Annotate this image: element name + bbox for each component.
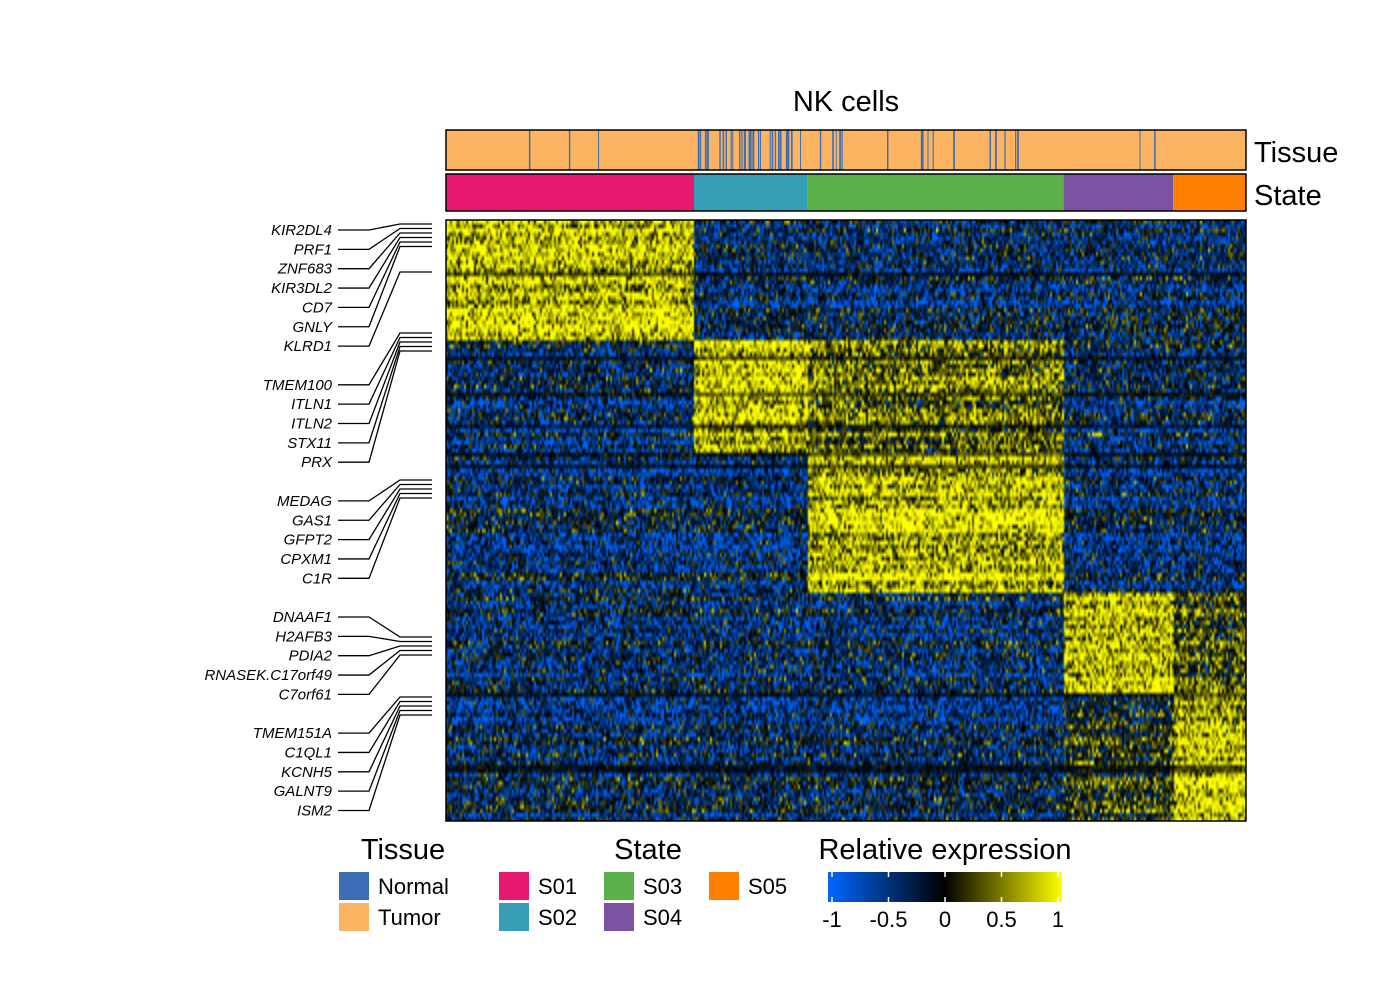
tissue-legend-title: Tissue: [361, 834, 445, 866]
legend-label-tumor: Tumor: [378, 905, 441, 930]
state-segment-s02: [694, 174, 808, 211]
legend-swatch-s03: [604, 872, 634, 900]
gene-label: CD7: [302, 299, 333, 316]
gene-connector-line: [338, 649, 432, 676]
gene-label: ZNF683: [277, 261, 333, 278]
state-segment-s04: [1063, 174, 1174, 211]
state-legend: State S01 S02 S03 S04 S05: [499, 834, 787, 931]
tissue-track-border: [445, 129, 1247, 171]
gene-connector-line: [338, 483, 432, 521]
colorbar-tick-label: -0.5: [870, 907, 908, 932]
gene-label: C1QL1: [284, 744, 332, 761]
gene-connector-line: [338, 241, 432, 309]
legend-label-s04: S04: [643, 905, 682, 930]
gene-connector-line: [338, 341, 432, 425]
colorbar-tick-label: 0.5: [986, 907, 1017, 932]
gene-connector-line: [338, 654, 432, 696]
heatmap-body: [446, 220, 1246, 821]
gene-label: KIR3DL2: [271, 280, 333, 297]
gene-label: GALNT9: [274, 783, 333, 800]
legend-label-s01: S01: [538, 874, 577, 899]
state-track-border: [445, 173, 1247, 212]
gene-connector-line: [338, 700, 432, 754]
gene-label: ISM2: [297, 803, 333, 820]
gene-connector-line: [338, 336, 432, 405]
gene-label-column: KIR2DL4 PRF1 ZNF683 KIR3DL2 CD7 GNLY KLRD1 TMEM…: [204, 222, 432, 820]
gene-label: KIR2DL4: [271, 222, 332, 239]
gene-connector-line: [338, 271, 432, 347]
gene-connector-line: [338, 332, 432, 386]
colorbar-tick-label: 1: [1052, 907, 1064, 932]
gene-label: CPXM1: [280, 551, 332, 568]
gene-connector-line: [338, 492, 432, 560]
state-segment-s03: [807, 174, 1064, 211]
gene-connector-line: [338, 709, 432, 792]
tissue-track-background: [446, 130, 1246, 170]
gene-label: ITLN1: [291, 396, 332, 413]
gene-connector-line: [338, 497, 432, 579]
gene-connector-line: [338, 488, 432, 541]
gene-label: GAS1: [292, 512, 332, 529]
legend-swatch-s05: [709, 872, 739, 900]
colorbar-tick-label: 0: [939, 907, 951, 932]
tissue-annotation-track: [445, 129, 1247, 171]
gene-label: DNAAF1: [273, 609, 332, 626]
colorbar-ticks: -1 -0.5 0 0.5 1: [822, 872, 1064, 932]
legend-swatch-tumor: [339, 903, 369, 931]
gene-connector-line: [338, 479, 432, 502]
gene-label: C1R: [302, 570, 332, 587]
legend-label-s05: S05: [748, 874, 787, 899]
gene-label: TMEM151A: [253, 725, 332, 742]
gene-label: GNLY: [293, 319, 333, 336]
state-legend-title: State: [614, 834, 682, 866]
gene-connector-line: [338, 645, 432, 657]
state-track-label: State: [1254, 180, 1322, 212]
gene-label: RNASEK.C17orf49: [204, 667, 332, 684]
gene-connector-line: [338, 245, 432, 328]
gene-label: TMEM100: [263, 377, 333, 394]
chart-title: NK cells: [793, 86, 899, 118]
colorbar-tick-label: -1: [822, 907, 842, 932]
gene-label: H2AFB3: [275, 628, 332, 645]
gene-label: PRX: [301, 454, 333, 471]
legend-swatch-normal: [339, 872, 369, 900]
gene-label: ITLN2: [291, 416, 333, 433]
gene-connector-line: [338, 714, 432, 812]
expression-legend-title: Relative expression: [818, 834, 1071, 866]
gene-connector-line: [338, 236, 432, 289]
legend-label-s02: S02: [538, 905, 577, 930]
gene-connector-line: [338, 227, 432, 251]
legend-swatch-s04: [604, 903, 634, 931]
legend-swatch-s02: [499, 903, 529, 931]
gene-label: KCNH5: [281, 764, 333, 781]
gene-connector-line: [338, 616, 432, 638]
gene-label: PRF1: [294, 241, 332, 258]
gene-label: MEDAG: [277, 493, 332, 510]
legend-label-s03: S03: [643, 874, 682, 899]
heatmap-border: [445, 219, 1247, 822]
gene-connector-line: [338, 345, 432, 444]
gene-connector-line: [338, 696, 432, 734]
gene-label: GFPT2: [284, 532, 333, 549]
expression-legend: Relative expression -1 -0.5 0 0.5 1: [818, 834, 1071, 932]
tissue-legend: Tissue Normal Tumor: [339, 834, 449, 931]
tissue-track-label: Tissue: [1254, 137, 1338, 169]
state-segment-s05: [1173, 174, 1246, 211]
gene-label: PDIA2: [289, 648, 333, 665]
state-annotation-track: [445, 173, 1247, 212]
legend-label-normal: Normal: [378, 874, 449, 899]
gene-connector-line: [338, 705, 432, 773]
gene-connector-line: [338, 635, 432, 643]
gene-connector-line: [338, 223, 432, 231]
gene-label: C7orf61: [279, 686, 332, 703]
gene-label: STX11: [287, 435, 332, 452]
legend-swatch-s01: [499, 872, 529, 900]
gene-connector-line: [338, 232, 432, 270]
gene-connector-line: [338, 350, 432, 463]
state-segment-s01: [446, 174, 694, 211]
gene-label: KLRD1: [284, 338, 332, 355]
